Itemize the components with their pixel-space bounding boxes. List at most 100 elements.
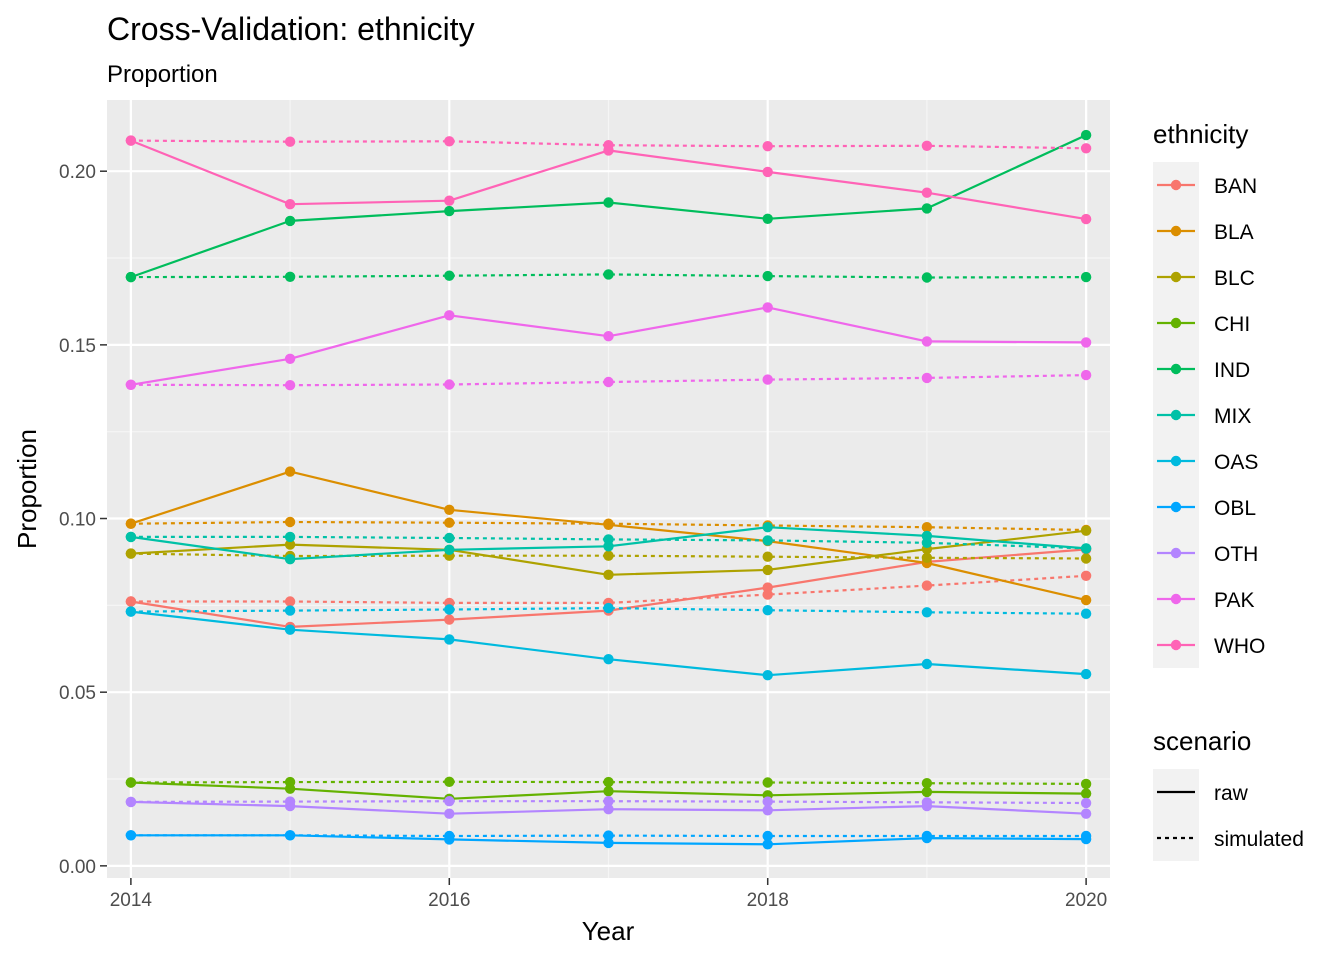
point-pak-raw xyxy=(444,310,455,321)
point-pak-raw xyxy=(284,353,296,364)
x-axis-label: Year xyxy=(582,916,635,946)
point-mix-simulated xyxy=(921,537,933,548)
point-mix-raw xyxy=(284,554,296,565)
point-who-raw xyxy=(444,195,455,206)
point-ban-simulated xyxy=(125,596,137,607)
chart-subtitle: Proportion xyxy=(107,61,218,88)
point-obl-simulated xyxy=(125,830,137,841)
point-oth-simulated xyxy=(284,796,296,807)
point-oas-raw xyxy=(284,624,296,635)
point-who-simulated xyxy=(1080,143,1092,154)
point-who-raw xyxy=(921,187,933,198)
y-tick-label: 0.15 xyxy=(59,336,96,357)
point-ind-raw xyxy=(1080,129,1092,141)
point-ind-raw xyxy=(921,203,933,214)
point-who-simulated xyxy=(603,140,614,151)
x-tick-label: 2016 xyxy=(428,890,470,911)
y-axis-label: Proportion xyxy=(12,429,42,549)
legend-point-ind xyxy=(1170,363,1182,375)
point-pak-simulated xyxy=(284,380,296,391)
point-ind-raw xyxy=(762,213,773,224)
legend-point-bla xyxy=(1170,225,1182,237)
legend-scenario: raw simulated xyxy=(1153,769,1304,861)
point-oas-simulated xyxy=(444,604,455,615)
point-mix-simulated xyxy=(762,535,773,546)
point-ind-raw xyxy=(603,197,614,208)
point-bla-raw xyxy=(444,504,455,515)
point-ban-simulated xyxy=(1080,570,1092,581)
legend-ethnicity-title: ethnicity xyxy=(1153,119,1248,149)
point-oas-simulated xyxy=(762,605,773,616)
legend-label-bla: BLA xyxy=(1214,221,1254,244)
point-blc-simulated xyxy=(1080,553,1092,564)
legend-point-obl xyxy=(1170,501,1182,513)
point-oas-simulated xyxy=(921,607,933,618)
legend-label-ind: IND xyxy=(1214,359,1250,382)
point-oas-simulated xyxy=(603,602,614,614)
point-mix-simulated xyxy=(444,532,455,544)
point-ind-raw xyxy=(284,215,296,227)
point-blc-simulated xyxy=(125,548,137,559)
point-oas-raw xyxy=(1080,668,1092,680)
point-blc-simulated xyxy=(762,551,773,562)
point-ind-simulated xyxy=(762,270,773,282)
point-oas-simulated xyxy=(125,606,137,617)
legend-label-oas: OAS xyxy=(1214,451,1258,474)
point-oth-simulated xyxy=(603,796,614,807)
point-blc-raw xyxy=(284,539,296,550)
y-tick-label: 0.20 xyxy=(59,162,96,183)
point-who-simulated xyxy=(921,140,933,151)
point-ind-simulated xyxy=(1080,271,1092,283)
point-oth-raw xyxy=(762,805,773,816)
legend-point-oth xyxy=(1170,547,1182,559)
point-oth-raw xyxy=(603,804,614,815)
point-bla-simulated xyxy=(284,516,296,528)
legend-label-who: WHO xyxy=(1214,635,1265,658)
legend-point-ban xyxy=(1170,179,1182,191)
y-tick-label: 0.05 xyxy=(59,683,96,704)
point-oas-simulated xyxy=(284,605,296,616)
point-pak-raw xyxy=(603,331,614,342)
legend-point-pak xyxy=(1170,593,1182,605)
point-blc-simulated xyxy=(921,552,933,563)
point-mix-raw xyxy=(444,544,455,555)
point-mix-simulated xyxy=(125,531,137,543)
point-ind-raw xyxy=(444,205,455,217)
legend-label-mix: MIX xyxy=(1214,405,1251,428)
point-bla-simulated xyxy=(921,522,933,533)
point-oth-raw xyxy=(444,808,455,819)
point-oth-simulated xyxy=(921,797,933,808)
point-oas-raw xyxy=(603,654,614,665)
point-who-simulated xyxy=(125,135,137,146)
point-obl-simulated xyxy=(444,830,455,842)
legend-ethnicity: BAN BLA BLC CHI IND MIX OAS OBL OTH PAK WHO xyxy=(1153,162,1265,668)
x-tick-label: 2014 xyxy=(110,890,153,911)
point-obl-raw xyxy=(762,839,773,850)
point-oas-raw xyxy=(762,670,773,681)
point-pak-raw xyxy=(1080,337,1092,348)
legend-label-raw: raw xyxy=(1214,782,1249,805)
point-pak-simulated xyxy=(444,379,455,390)
point-oth-simulated xyxy=(444,796,455,807)
point-obl-simulated xyxy=(762,830,773,842)
point-chi-raw xyxy=(1080,788,1092,799)
point-oth-simulated xyxy=(125,796,137,808)
point-ind-simulated xyxy=(444,270,455,281)
point-obl-simulated xyxy=(284,830,296,841)
legend-point-blc xyxy=(1170,271,1182,283)
point-ban-simulated xyxy=(921,580,933,591)
point-obl-simulated xyxy=(921,830,933,842)
point-who-raw xyxy=(1080,213,1092,225)
point-ban-simulated xyxy=(762,589,773,600)
point-oas-raw xyxy=(444,634,455,645)
point-bla-raw xyxy=(1080,594,1092,606)
point-ind-simulated xyxy=(284,271,296,282)
point-bla-simulated xyxy=(603,518,614,529)
point-chi-simulated xyxy=(921,778,933,789)
point-bla-simulated xyxy=(444,517,455,528)
point-blc-raw xyxy=(1080,525,1092,536)
point-blc-simulated xyxy=(603,550,614,561)
legend-scenario-title: scenario xyxy=(1153,726,1251,756)
point-chi-raw xyxy=(603,786,614,797)
